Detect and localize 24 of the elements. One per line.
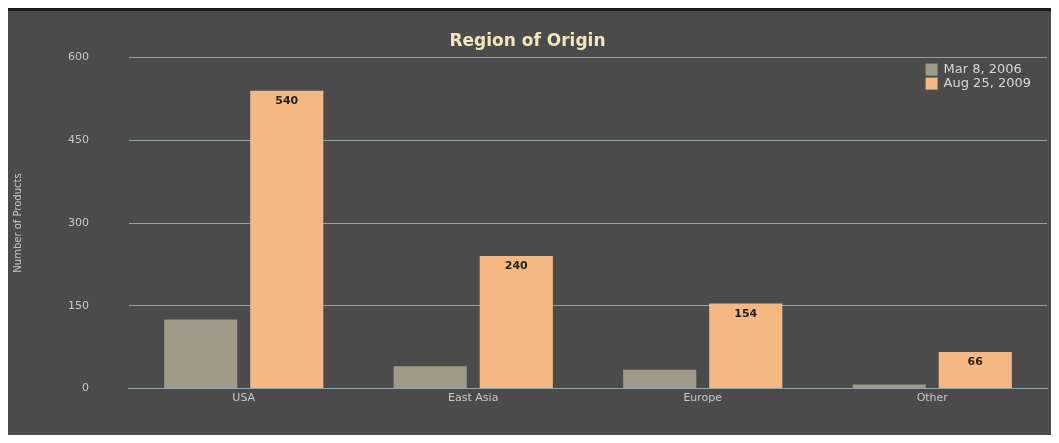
data-label: 154 <box>734 306 758 320</box>
y-tick-label: 600 <box>68 50 89 64</box>
y-tick-label: 0 <box>82 381 89 395</box>
y-tick-label: 300 <box>68 215 89 229</box>
bar <box>938 352 1012 388</box>
legend-label: Mar 8, 2006 <box>943 60 1022 76</box>
legend-label: Aug 25, 2009 <box>943 74 1032 90</box>
chart-title: Region of Origin <box>449 29 606 50</box>
data-label: 66 <box>967 355 984 369</box>
bar <box>709 303 783 388</box>
data-label: 240 <box>504 259 529 273</box>
bar <box>393 366 467 388</box>
y-axis-title: Number of Products <box>11 173 23 273</box>
bar <box>250 90 324 388</box>
data-label: 540 <box>275 94 299 108</box>
y-tick-label: 450 <box>68 133 89 147</box>
bar <box>164 319 238 388</box>
x-tick-label: Other <box>916 390 949 404</box>
x-tick-label: Europe <box>683 390 723 404</box>
x-tick-label: USA <box>232 390 256 404</box>
y-tick-label: 150 <box>68 298 89 312</box>
bar <box>623 369 697 388</box>
x-tick-label: East Asia <box>448 390 499 404</box>
bar <box>479 256 553 388</box>
